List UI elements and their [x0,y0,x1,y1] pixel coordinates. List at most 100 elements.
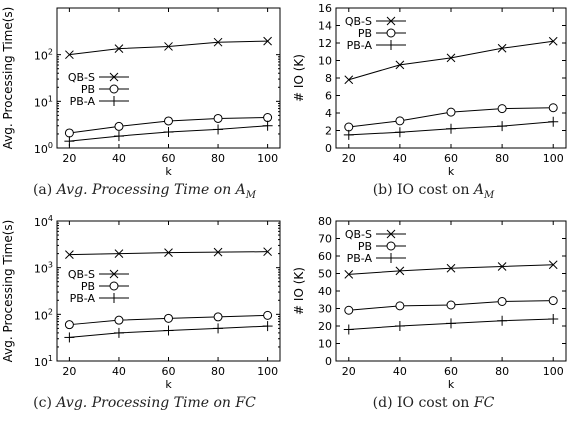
x-tick-label: 20 [342,152,356,165]
data-point-qb-s [344,270,354,279]
data-point-qb-s [395,266,405,276]
caption-text: Avg. Processing Time on [56,182,236,198]
y-axis-label: # IO (K) [292,267,306,315]
data-point-pb [213,312,223,322]
y-tick-label: 101 [34,94,53,109]
y-axis-label: # IO (K) [292,54,306,102]
chart-panel-c: 101 102 103 104 20 40 60 80 100 k Avg. Processing … [0,213,289,426]
chart-a: 100 101 102 20 40 60 80 100 k Avg. Processing Tim… [1,7,281,178]
chart-panel-d: 0 10 20 30 40 50 60 70 80 20 40 60 80 100 k # IO (K) QB-… [289,213,578,426]
data-point-qb-s [548,260,558,270]
chart-panel-a: 100 101 102 20 40 60 80 100 k Avg. Processing Tim… [0,0,289,213]
x-tick-label: 40 [112,152,126,165]
data-point-qb-s [548,36,558,46]
legend-label: QB-S [345,228,372,241]
y-tick-label: 20 [318,320,332,333]
legend-label: PB-A [347,252,373,265]
y-tick-label: 101 [34,354,53,369]
data-point-qb-s [344,75,354,85]
y-tick-label: 50 [318,268,332,281]
data-point-pb-a [394,127,405,138]
data-point-qb-s [114,249,124,258]
x-tick-label: 80 [495,365,509,378]
data-point-pb-a [64,136,75,147]
caption-c: (c) Avg. Processing Time on FC [0,395,289,411]
data-point-qb-s [497,262,507,271]
y-tick-label: 104 [34,214,53,229]
x-tick-label: 60 [444,365,458,378]
data-point-pb-a [262,120,273,131]
legend-label: PB [358,240,372,253]
legend-label: PB [81,280,95,293]
data-point-pb-a [262,321,273,332]
data-point-pb-a [113,131,124,142]
x-tick-label: 80 [211,365,225,378]
series-line-qb-s [69,40,268,56]
y-tick-label: 102 [34,48,53,63]
caption-prefix: (c) [33,395,57,411]
chart-d: 0 10 20 30 40 50 60 70 80 20 40 60 80 100 k # IO (K) QB-… [292,215,567,391]
y-tick-label: 0 [325,355,332,368]
x-tick-label: 20 [342,365,356,378]
chart-b: 0 2 4 6 8 10 12 14 16 20 40 60 80 100 k # IO (K) QB-SPBP… [292,2,567,178]
data-point-qb-s [164,248,173,257]
data-point-qb-s [213,37,223,47]
data-point-pb-a [113,327,124,338]
data-point-pb [64,128,74,138]
data-point-pb [114,315,124,325]
caption-prefix: (d) [372,395,397,411]
series-line-qb-s [348,264,554,275]
data-point-pb-a [343,129,354,140]
legend-marker [386,229,396,239]
caption-math: A [235,182,246,198]
data-point-pb-a [497,315,508,326]
caption-math: A [473,182,485,198]
legend-marker [109,84,119,94]
y-tick-label: 14 [318,20,332,33]
x-tick-label: 60 [444,152,458,165]
data-point-qb-s [263,36,272,46]
y-tick-label: 80 [318,215,332,228]
data-point-pb-a [548,314,559,324]
legend-label: PB-A [70,292,96,305]
data-point-pb [164,313,173,323]
data-point-pb-a [446,318,456,329]
x-tick-label: 60 [162,365,176,378]
y-tick-label: 100 [34,141,53,156]
legend-label: QB-S [68,268,95,281]
y-tick-label: 8 [325,72,332,85]
x-tick-label: 20 [62,365,76,378]
legend-marker [109,96,119,106]
y-tick-label: 0 [325,142,332,155]
data-point-pb-a [64,332,75,343]
data-point-qb-s [114,44,124,53]
legend-label: PB-A [70,95,96,108]
legend-label: QB-S [345,15,372,28]
y-tick-label: 2 [325,125,332,138]
caption-d: (d) IO cost on FC [289,395,578,411]
caption-subscript: M [484,189,495,201]
chart-c: 101 102 103 104 20 40 60 80 100 k Avg. Processing … [1,214,281,391]
data-point-qb-s [164,42,173,51]
x-tick-label: 40 [112,365,126,378]
x-tick-label: 100 [543,152,564,165]
x-axis-label: k [448,378,455,391]
y-tick-label: 16 [318,2,332,15]
y-tick-label: 40 [318,285,332,298]
data-point-pb [344,122,354,132]
legend-marker [109,293,119,303]
caption-text: Avg. Processing Time on [56,395,236,411]
data-point-qb-s [263,247,272,257]
x-tick-label: 100 [257,152,278,165]
y-tick-label: 103 [34,261,53,276]
y-tick-label: 60 [318,250,332,263]
data-point-qb-s [497,43,507,53]
data-point-pb [263,310,273,320]
x-tick-label: 80 [495,152,509,165]
caption-subscript: M [245,189,257,201]
data-point-pb [263,113,273,123]
